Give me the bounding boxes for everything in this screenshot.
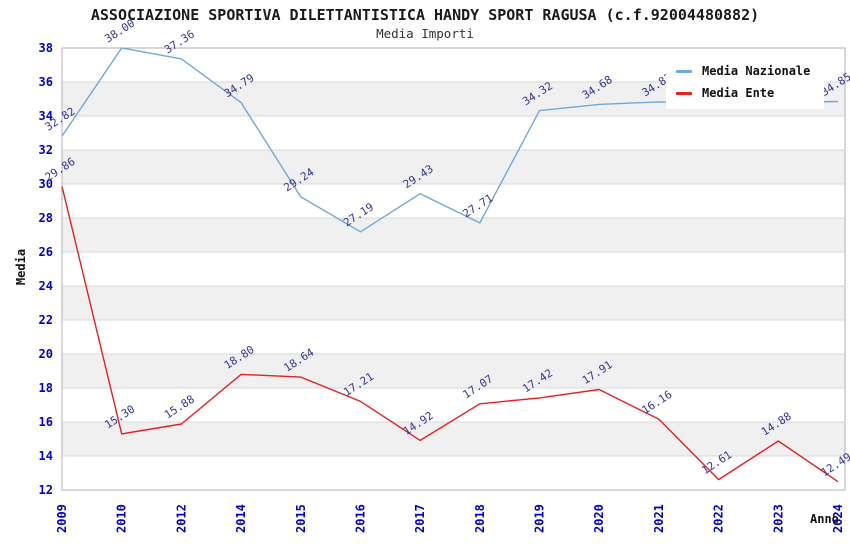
x-tick-label: 2020: [592, 504, 606, 533]
y-tick-label: 16: [39, 415, 53, 429]
y-tick-label: 32: [39, 143, 53, 157]
x-tick-label: 2016: [354, 504, 368, 533]
x-tick-label: 2014: [234, 504, 248, 533]
legend-item-media-nazionale: Media Nazionale: [676, 65, 810, 77]
y-tick-label: 28: [39, 211, 53, 225]
data-label: 37.36: [162, 27, 197, 56]
y-tick-label: 18: [39, 381, 53, 395]
grid-band: [62, 354, 845, 388]
data-label: 15.88: [162, 393, 197, 422]
y-tick-label: 20: [39, 347, 53, 361]
data-label: 38.00: [102, 17, 137, 46]
x-tick-label: 2021: [652, 504, 666, 533]
y-tick-label: 30: [39, 177, 53, 191]
x-tick-label: 2022: [712, 504, 726, 533]
grid-band: [62, 218, 845, 252]
y-tick-label: 26: [39, 245, 53, 259]
legend-item-media-ente: Media Ente: [676, 87, 810, 99]
y-tick-label: 22: [39, 313, 53, 327]
chart-subtitle: Media Importi: [376, 26, 474, 41]
legend-marker-nazionale-icon: [676, 69, 692, 73]
y-tick-label: 34: [39, 109, 53, 123]
y-tick-label: 14: [39, 449, 53, 463]
plot-border: [61, 47, 846, 491]
x-tick-label: 2009: [55, 504, 69, 533]
x-axis-title: Anno: [810, 512, 839, 526]
x-tick-label: 2019: [533, 504, 547, 533]
legend-marker-ente-icon: [676, 91, 692, 95]
chart-title: ASSOCIAZIONE SPORTIVA DILETTANTISTICA HA…: [90, 6, 760, 24]
legend: Media Nazionale Media Ente: [666, 57, 825, 109]
grid-band: [62, 422, 845, 456]
x-tick-label: 2012: [174, 504, 188, 533]
y-axis-title: Media: [14, 248, 28, 286]
data-label: 16.16: [640, 388, 675, 417]
y-tick-label: 38: [39, 41, 53, 55]
data-label: 27.71: [460, 191, 495, 220]
x-tick-label: 2024: [831, 504, 845, 533]
legend-label-nazionale: Media Nazionale: [702, 64, 811, 78]
legend-label-ente: Media Ente: [702, 86, 775, 100]
grid-band: [62, 150, 845, 184]
y-tick-label: 36: [39, 75, 53, 89]
series-line-media-ente: [61, 186, 839, 483]
x-tick-label: 2017: [413, 504, 427, 533]
y-tick-label: 24: [39, 279, 53, 293]
x-tick-label: 2015: [294, 504, 308, 533]
x-tick-label: 2018: [473, 504, 487, 533]
x-tick-label: 2010: [115, 504, 129, 533]
y-tick-label: 12: [39, 483, 53, 497]
x-tick-label: 2023: [771, 504, 785, 533]
grid-band: [62, 286, 845, 320]
